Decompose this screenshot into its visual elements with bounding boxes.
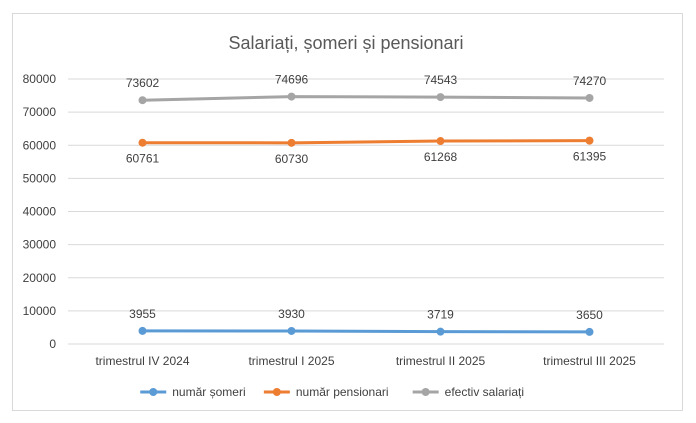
- x-tick-label: trimestrul III 2025: [543, 354, 636, 368]
- legend-label: număr pensionari: [296, 385, 389, 399]
- data-point: [138, 96, 147, 105]
- series-lines: [138, 92, 594, 336]
- x-tick-label: trimestrul I 2025: [248, 354, 334, 368]
- y-tick-label: 30000: [23, 238, 57, 252]
- chart-title: Salariați, șomeri și pensionari: [228, 33, 463, 53]
- data-label: 61395: [573, 150, 607, 164]
- legend-marker: [272, 388, 281, 396]
- y-tick-label: 50000: [23, 171, 57, 185]
- gridlines: [68, 78, 664, 345]
- y-tick-label: 0: [49, 337, 56, 351]
- data-point: [287, 326, 296, 335]
- data-point: [585, 93, 594, 102]
- legend-marker: [421, 388, 430, 396]
- data-label: 74270: [573, 74, 607, 88]
- data-label: 3719: [427, 308, 454, 322]
- data-label: 60730: [275, 152, 309, 166]
- y-tick-label: 20000: [23, 271, 57, 285]
- data-label: 3955: [129, 307, 156, 321]
- y-axis-ticks: 0 10000 20000 30000 40000 50000 60000 70000 8000…: [23, 72, 57, 351]
- data-label: 74543: [424, 73, 458, 87]
- data-point: [138, 138, 147, 147]
- data-labels: 3955 3930 3719 3650 60761 60730 61268 61395 7360…: [126, 73, 607, 322]
- y-tick-label: 80000: [23, 72, 57, 86]
- data-point: [585, 327, 594, 336]
- x-tick-label: trimestrul II 2025: [396, 354, 486, 368]
- legend-label: număr șomeri: [172, 385, 245, 399]
- legend-marker: [149, 388, 158, 396]
- y-tick-label: 40000: [23, 205, 57, 219]
- data-point: [436, 93, 445, 102]
- data-point: [585, 136, 594, 145]
- y-tick-label: 60000: [23, 138, 57, 152]
- legend: număr șomeri număr pensionari efectiv sala…: [140, 385, 524, 399]
- y-tick-label: 10000: [23, 304, 57, 318]
- data-point: [436, 327, 445, 336]
- data-point: [287, 92, 296, 101]
- series-line: [141, 329, 591, 334]
- data-label: 73602: [126, 76, 160, 90]
- data-label: 61268: [424, 150, 458, 164]
- data-point: [287, 138, 296, 147]
- series-line: [141, 139, 591, 145]
- x-axis-ticks: trimestrul IV 2024 trimestrul I 2025 trime…: [95, 354, 636, 368]
- series-line: [141, 95, 591, 102]
- data-point: [138, 326, 147, 335]
- data-label: 60761: [126, 152, 160, 166]
- data-label: 74696: [275, 73, 309, 87]
- data-point: [436, 137, 445, 146]
- x-tick-label: trimestrul IV 2024: [95, 354, 189, 368]
- legend-label: efectiv salariați: [445, 385, 524, 399]
- y-tick-label: 70000: [23, 105, 57, 119]
- data-label: 3930: [278, 307, 305, 321]
- data-label: 3650: [576, 308, 603, 322]
